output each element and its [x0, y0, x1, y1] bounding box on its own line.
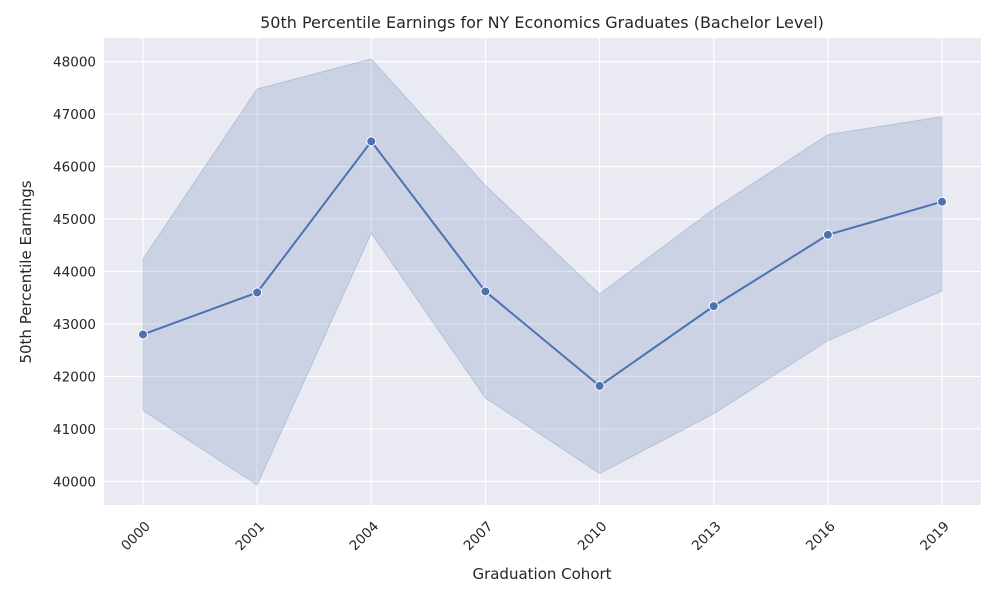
y-tick-label: 41000 [53, 422, 96, 438]
x-tick-label: 2007 [461, 519, 497, 555]
confidence-band-area [142, 58, 943, 486]
x-tick-label: 2016 [803, 519, 839, 555]
data-point [708, 301, 719, 312]
y-axis-label: 50th Percentile Earnings [17, 180, 35, 363]
x-tick-label: 2013 [689, 519, 725, 555]
data-point [480, 286, 491, 297]
grid-lines [104, 38, 981, 505]
x-tick-label: 2004 [347, 519, 383, 555]
data-point [937, 196, 947, 207]
x-tick-label: 2010 [575, 519, 611, 555]
data-point [138, 329, 148, 340]
data-point [822, 229, 833, 240]
y-tick-label: 48000 [53, 55, 96, 71]
series-line-path [142, 139, 943, 388]
confidence-band [142, 58, 943, 486]
x-axis-label: Graduation Cohort [472, 565, 611, 583]
y-tick-label: 45000 [53, 212, 96, 228]
data-point [252, 287, 263, 298]
y-tick-label: 47000 [53, 107, 96, 123]
series-line [142, 139, 943, 388]
y-tick-label: 44000 [53, 265, 96, 281]
y-tick-labels: 40000 41000 42000 43000 44000 45000 46000 47000… [53, 55, 96, 491]
y-tick-label: 40000 [53, 474, 96, 490]
chart-title: 50th Percentile Earnings for NY Economic… [260, 13, 824, 32]
x-tick-label: 0000 [118, 519, 154, 555]
y-tick-label: 43000 [53, 317, 96, 333]
y-tick-label: 46000 [53, 160, 96, 176]
data-point [366, 136, 377, 147]
x-tick-label: 2001 [232, 519, 268, 555]
y-tick-label: 42000 [53, 369, 96, 385]
x-tick-label: 2019 [917, 519, 953, 555]
data-point [594, 380, 605, 391]
data-points [138, 136, 947, 391]
x-tick-labels: 0000 2001 2004 2007 2010 2013 2016 2019 [118, 519, 953, 555]
